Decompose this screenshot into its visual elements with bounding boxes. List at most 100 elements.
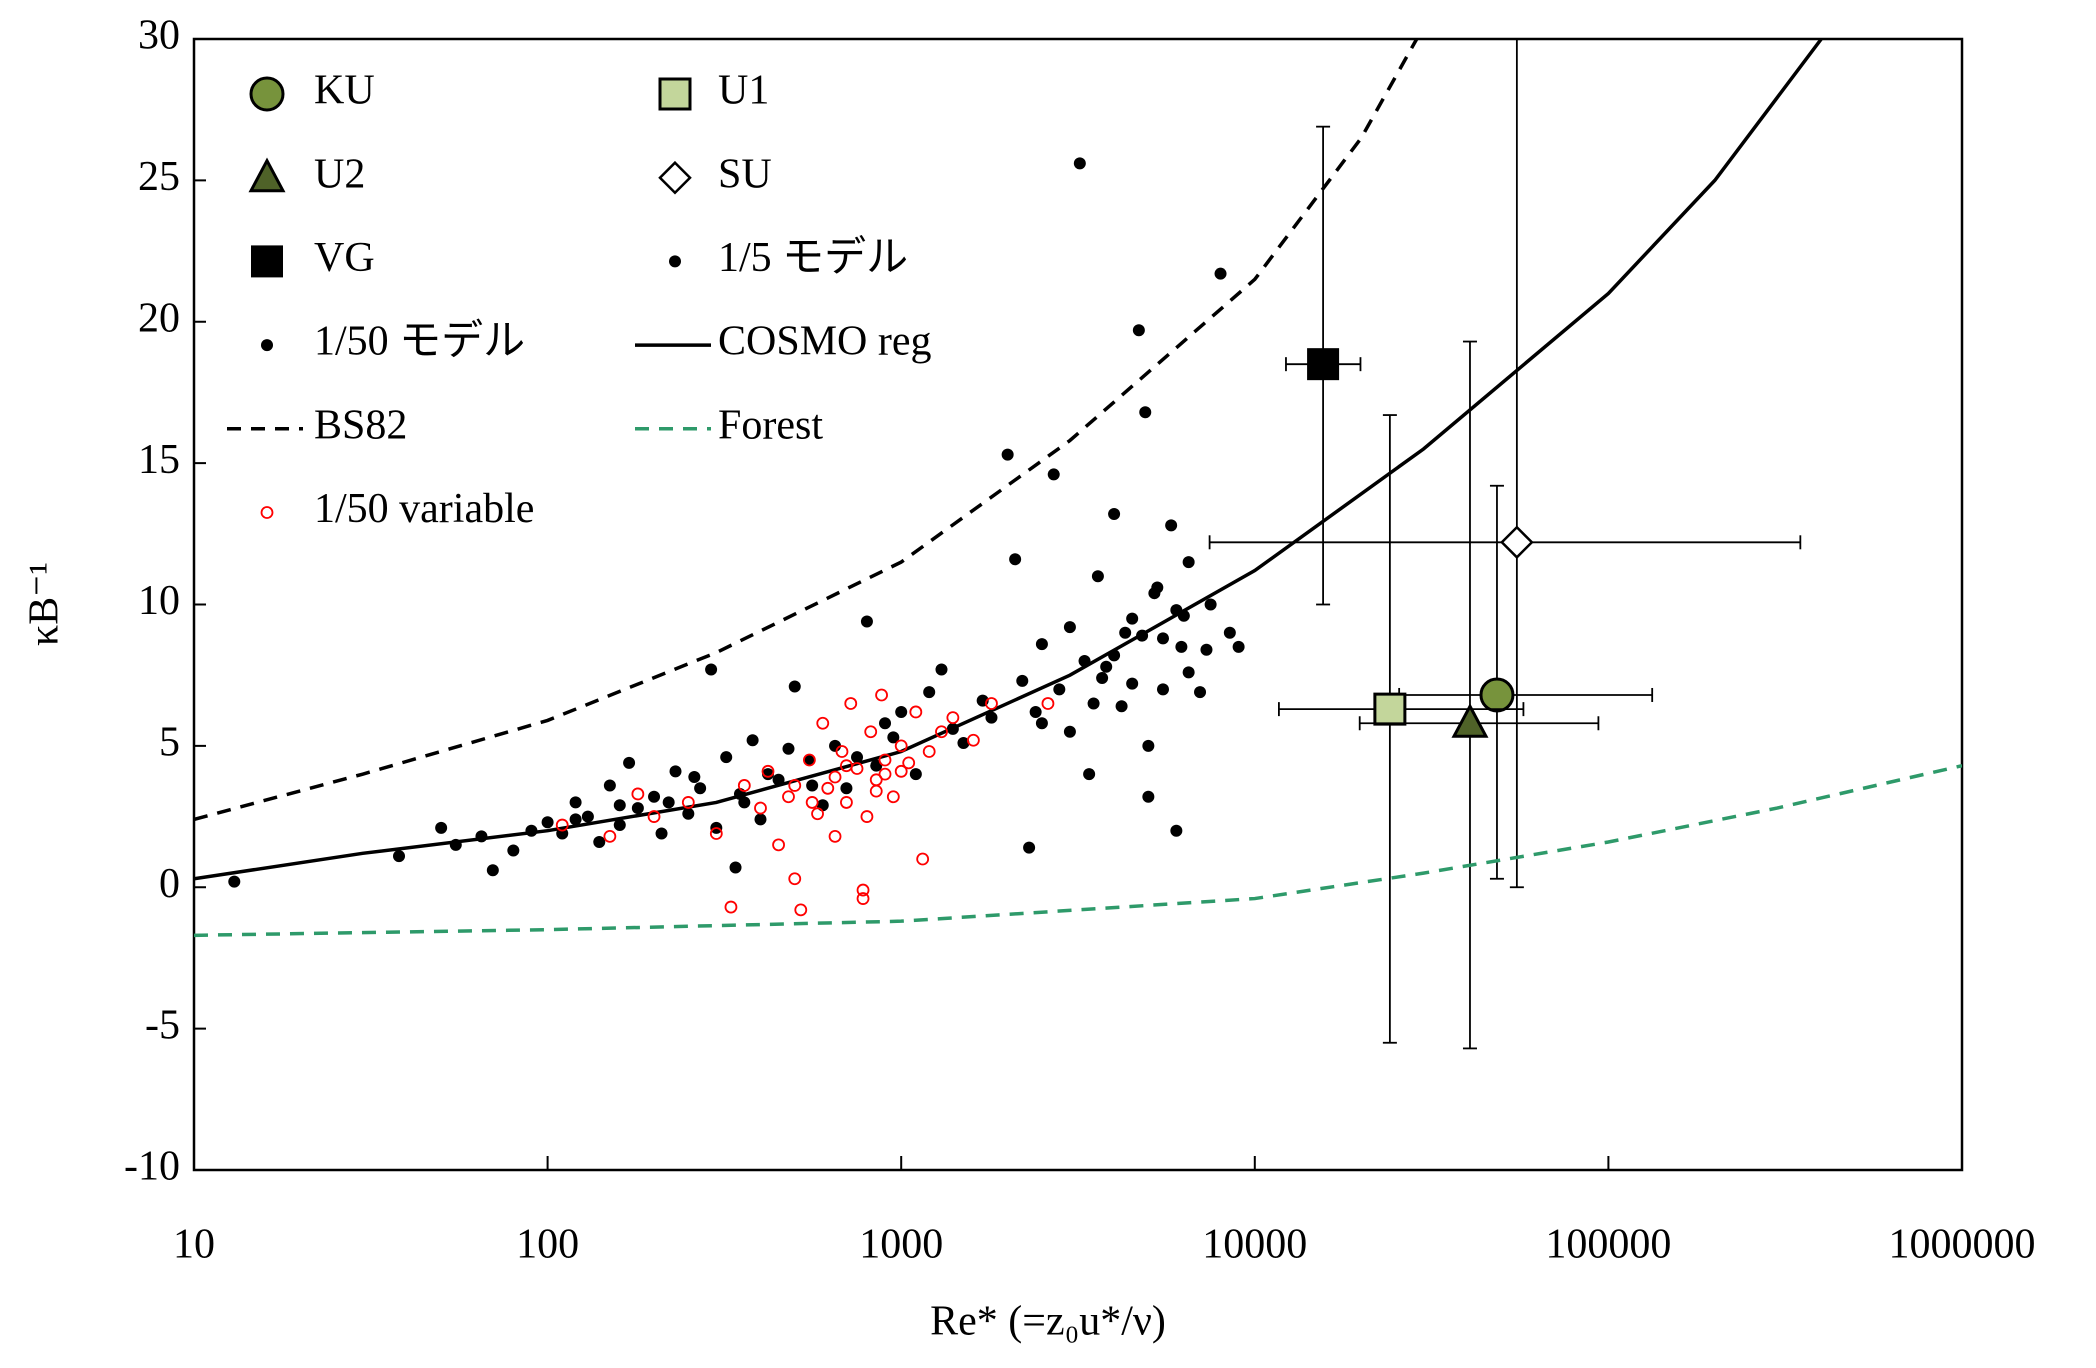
marker-dot	[923, 686, 936, 699]
marker-dot	[879, 717, 892, 730]
plot-frame	[192, 37, 1964, 1172]
marker-dot	[1182, 556, 1195, 569]
marker-ring	[844, 697, 858, 710]
y-tick-label: -10	[124, 1144, 180, 1190]
legend-label: Forest	[718, 402, 823, 448]
marker-ring	[856, 883, 870, 897]
legend-label: U2	[314, 151, 365, 197]
y-tick-label: 20	[138, 295, 180, 341]
marker-dot	[1073, 157, 1086, 170]
marker-dot	[1142, 739, 1155, 752]
marker-dot	[655, 827, 668, 840]
marker-ring	[946, 711, 960, 724]
marker-ring	[816, 716, 830, 730]
marker-ring	[754, 801, 767, 815]
marker-dot	[682, 807, 695, 820]
marker-dot	[688, 770, 701, 783]
x-tick-label: 10000	[1202, 1222, 1307, 1268]
marker-dot	[1126, 677, 1139, 690]
marker-dot	[1023, 841, 1036, 854]
marker-dot	[816, 799, 829, 812]
marker-dot	[435, 821, 448, 834]
marker-dot	[840, 782, 853, 795]
marker-dot	[729, 861, 742, 874]
marker-ring	[802, 753, 816, 767]
marker-dot	[851, 751, 864, 764]
x-tick-label: 100000	[1545, 1222, 1671, 1268]
marker-ring	[828, 829, 842, 843]
marker-dot	[1053, 683, 1066, 696]
marker-ring	[840, 759, 853, 773]
marker-dot	[1175, 640, 1188, 653]
marker-ring	[821, 781, 835, 795]
marker-dot	[1083, 768, 1096, 781]
marker-ring	[878, 767, 892, 781]
legend-label: SU	[718, 151, 772, 197]
marker-dot	[669, 765, 682, 778]
legend-label: KU	[314, 68, 375, 114]
marker-ring	[724, 900, 738, 914]
marker-ring	[840, 796, 853, 809]
marker-dot	[1200, 643, 1213, 656]
marker-ring	[828, 770, 842, 784]
marker-dot	[746, 734, 759, 747]
marker-dot	[1156, 632, 1169, 645]
x-tick-label: 10	[173, 1222, 215, 1268]
marker-dot	[581, 810, 594, 823]
y-axis-label: κB⁻¹	[22, 562, 68, 646]
marker-dot	[261, 339, 273, 352]
marker-ring	[909, 705, 923, 719]
marker-ring	[631, 787, 645, 801]
marker-dot	[603, 779, 616, 792]
curve	[194, 763, 1962, 938]
marker-dot	[1016, 674, 1029, 687]
legend-label: COSMO reg	[718, 319, 932, 365]
marker-dot	[1223, 626, 1236, 639]
marker-dot	[806, 779, 819, 792]
marker-dot	[985, 711, 998, 724]
marker-dot	[1100, 660, 1113, 673]
marker-dot	[1029, 705, 1042, 718]
marker-dot	[887, 731, 900, 744]
marker-circle	[1479, 677, 1515, 713]
marker-ring	[805, 796, 819, 809]
marker-dot	[803, 754, 816, 767]
marker-dot	[507, 844, 520, 857]
marker-ring	[935, 725, 948, 739]
marker-dot	[1214, 267, 1227, 280]
marker-dot	[228, 875, 241, 888]
marker-dot	[1151, 581, 1164, 594]
marker-ring	[894, 764, 908, 778]
marker-dot	[1194, 686, 1207, 699]
marker-dot	[1204, 598, 1217, 611]
marker-triangle	[1451, 703, 1489, 738]
marker-dot	[1139, 406, 1152, 419]
legend-label: BS82	[314, 402, 407, 448]
marker-ring	[878, 753, 892, 767]
marker-dot	[860, 615, 873, 628]
x-tick-label: 1000	[859, 1222, 943, 1268]
marker-dot	[669, 255, 681, 268]
marker-dot	[1126, 612, 1139, 625]
y-tick-label: -5	[145, 1002, 180, 1048]
legend-label: VG	[314, 235, 375, 281]
marker-ring	[737, 779, 751, 792]
marker-dot	[1232, 640, 1245, 653]
marker-ring	[772, 838, 785, 852]
marker-dot	[486, 864, 499, 877]
marker-square	[1373, 692, 1407, 726]
marker-ring	[603, 829, 617, 843]
marker-ring	[794, 903, 808, 917]
marker-ring	[985, 697, 998, 710]
marker-diamond	[658, 160, 692, 195]
marker-dot	[754, 813, 767, 826]
marker-triangle	[248, 157, 286, 193]
marker-dot	[782, 742, 795, 755]
marker-ring	[811, 807, 824, 821]
marker-dot	[1165, 519, 1178, 532]
marker-dot	[720, 751, 733, 764]
marker-diamond	[1500, 525, 1534, 560]
marker-ring	[922, 745, 936, 758]
marker-dot	[1108, 508, 1121, 521]
